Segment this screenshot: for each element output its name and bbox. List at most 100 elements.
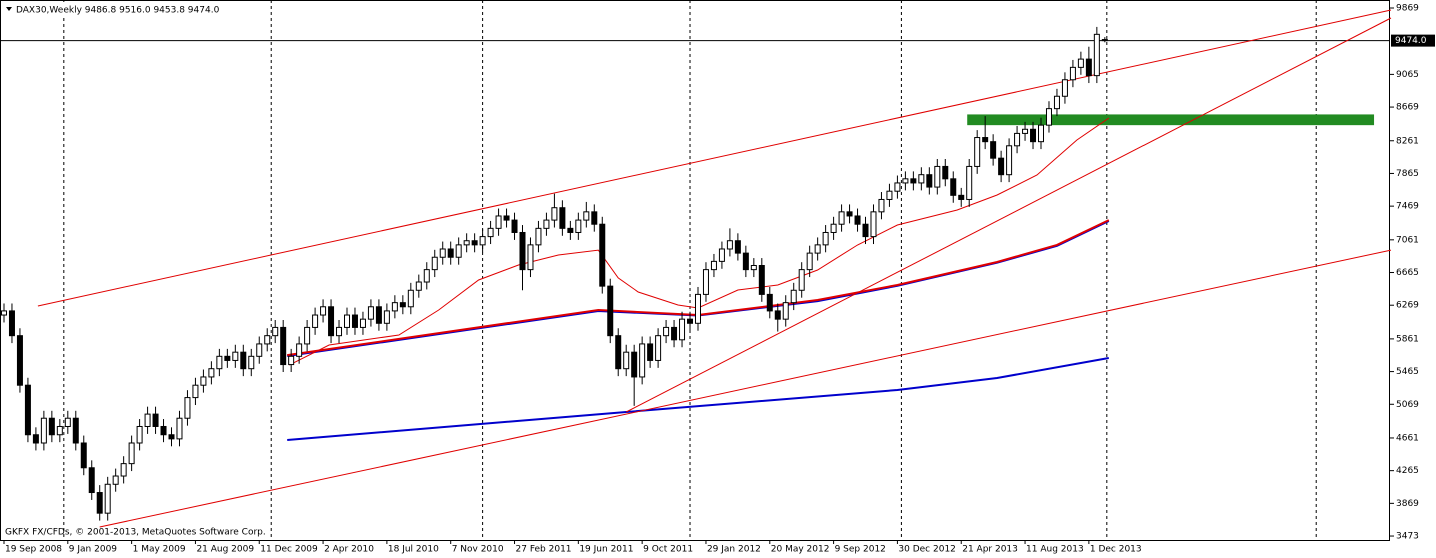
candle-body [694,293,701,324]
candle-body [1069,66,1076,81]
candle-body [24,384,31,436]
candle-body [998,157,1005,176]
candle-body [615,335,622,370]
candle-body [1014,132,1021,147]
candle-body [910,178,917,184]
candle-body [272,326,279,337]
candle-body [264,335,271,345]
candle-body [447,248,454,258]
y-tick-label: 6269 [1396,301,1419,311]
y-tick-label: 5465 [1396,367,1419,377]
x-tick-label: 9 Oct 2011 [643,545,693,555]
candle-body [718,248,725,262]
candle-body [1101,39,1108,42]
y-tick-label: 5861 [1396,334,1419,344]
candle-body [240,351,247,370]
candle-body [679,318,686,341]
candle-body [599,223,606,287]
candle-body [870,211,877,238]
candle-body [942,165,949,180]
candle-body [487,227,494,238]
x-tick-label: 18 Jul 2010 [388,545,439,555]
candle-body [320,306,327,316]
candle-body [958,194,965,200]
plot-area [0,0,1392,540]
price-label: 9474.0 [1395,36,1427,46]
candle-body [455,244,462,258]
candle-body [224,355,231,361]
candle-body [208,368,215,378]
candle-body [591,211,598,225]
candle-body [407,289,414,308]
candle-body [144,413,151,427]
x-tick-label: 2 Apr 2010 [324,545,374,555]
y-tick-label: 7865 [1396,169,1419,179]
candle-body [304,326,311,345]
candle-body [423,269,430,283]
candle-body [1030,128,1037,143]
candle-body [248,355,255,370]
candle-body [192,384,199,399]
x-tick-label: 29 Jan 2012 [707,545,761,555]
plot-frame [0,0,1390,541]
candle-body [519,231,526,271]
x-tick-label: 21 Apr 2013 [962,545,1018,555]
candle-body [383,310,390,324]
candle-body [359,318,366,328]
candle-body [88,467,95,494]
candle-body [64,417,71,427]
candle-body [934,165,941,188]
candle-body [216,355,223,370]
candle-body [431,256,438,271]
candle-body [982,137,989,143]
x-tick-label: 20 May 2012 [771,545,830,555]
candle-body [1006,145,1013,176]
candle-body [950,178,957,196]
candle-body [806,252,813,271]
header-arrow [6,7,12,11]
candle-body [687,318,694,324]
candle-body [463,240,470,246]
candle-body [798,269,805,291]
candle-body [256,343,263,357]
candle-body [886,190,893,200]
y-tick-label: 6665 [1396,268,1419,278]
candle-body [8,310,15,337]
candle-body [878,198,885,213]
candle-body [583,211,590,221]
y-tick-label: 4661 [1396,433,1419,443]
x-tick-label: 9 Jan 2009 [69,545,117,555]
candle-body [623,351,630,370]
candle-body [160,425,167,436]
candle-body [862,223,869,238]
zone [967,114,1375,126]
x-tick-label: 9 Sep 2012 [835,545,886,555]
candle-body [902,178,909,184]
candle-body [48,417,55,436]
candle-body [559,207,566,229]
candle-body [710,260,717,271]
candle-body [200,376,207,386]
candle-body [296,343,303,357]
candle-body [184,397,191,419]
candle-body [894,182,901,192]
candle-body [726,240,733,250]
y-tick-label: 3473 [1396,532,1419,542]
candle-body [663,326,670,337]
x-tick-label: 19 Sep 2008 [5,545,62,555]
y-tick-label: 5069 [1396,400,1419,410]
y-tick-label: 7469 [1396,202,1419,212]
candle-body [750,265,757,271]
candle-body [120,463,127,477]
candle-body [344,314,351,328]
x-tick-label: 1 Dec 2013 [1090,545,1142,555]
candle-body [1038,124,1045,143]
candle-body [232,351,239,361]
candle-body [575,219,582,233]
candle-body [288,355,295,366]
candle-body [168,434,175,440]
candle-body [567,227,574,233]
candle-body [1045,108,1052,126]
x-tick-label: 11 Dec 2009 [260,545,318,555]
candle-body [96,492,103,514]
